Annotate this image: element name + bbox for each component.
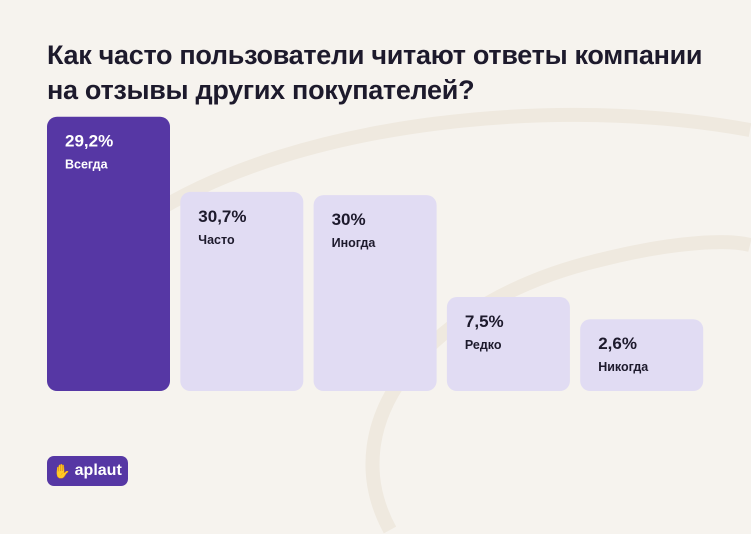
chart-title: Как часто пользователи читают ответы ком… <box>47 40 703 105</box>
category-label: Никогда <box>598 360 649 374</box>
bar-5 <box>580 319 704 391</box>
value-label: 2,6% <box>598 334 637 353</box>
bar-4 <box>446 297 570 391</box>
aplaut-logo: ✋ aplaut <box>47 456 128 486</box>
category-label: Часто <box>198 233 235 247</box>
bar-3 <box>313 195 437 391</box>
clapping-hand-icon: ✋ <box>53 462 71 479</box>
value-label: 29,2% <box>65 132 113 151</box>
decorative-arc <box>365 235 751 534</box>
category-label: Редко <box>465 338 502 352</box>
category-label: Иногда <box>332 236 377 250</box>
bar-2 <box>180 191 304 391</box>
decorative-arc <box>146 107 751 221</box>
value-label: 30% <box>332 210 366 229</box>
logo-text: aplaut <box>74 462 122 479</box>
value-label: 30,7% <box>198 207 246 226</box>
category-label: Всегда <box>65 158 109 172</box>
bar-1 <box>47 116 170 391</box>
value-label: 7,5% <box>465 312 504 331</box>
